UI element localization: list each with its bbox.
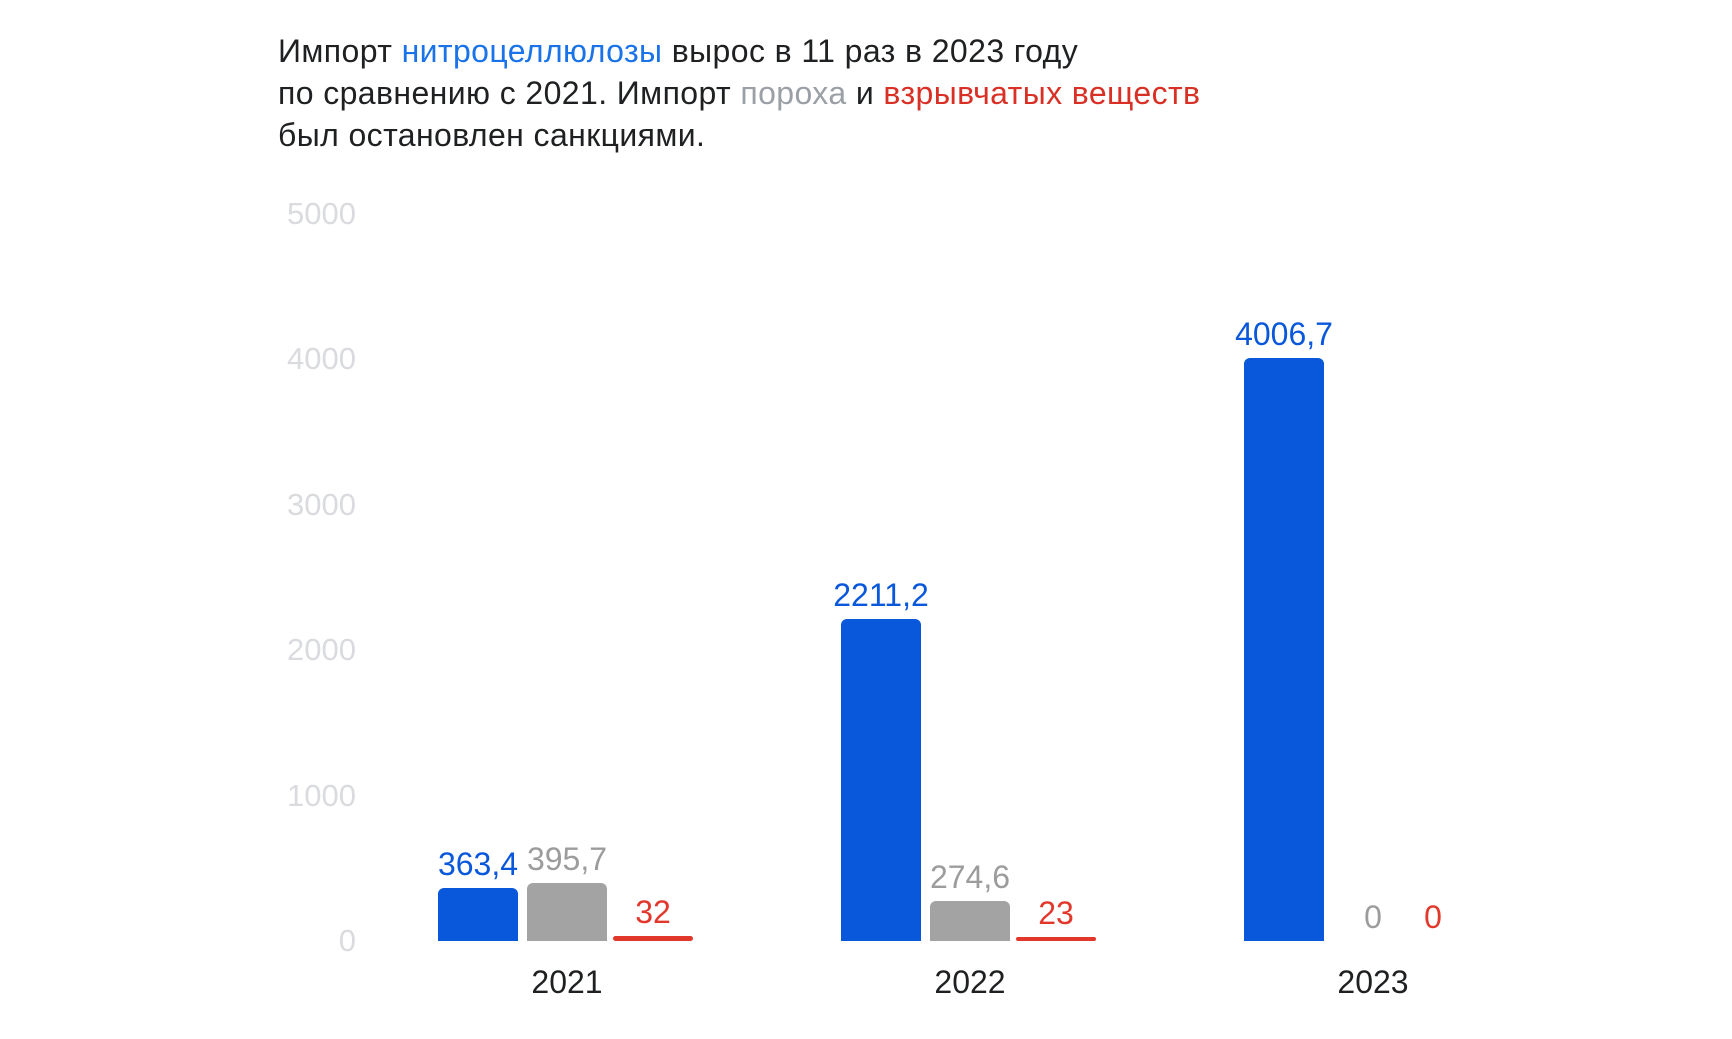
value-label-nitrocellulose-2021: 363,4: [437, 846, 519, 883]
title-segment-blue: нитроцеллюлозы: [401, 33, 663, 69]
bar-nitrocellulose-2023: [1244, 358, 1324, 941]
y-axis-tick-4000: 4000: [287, 341, 356, 376]
value-label-explosives-2023: 0: [1424, 899, 1442, 935]
title-segment-default: и: [846, 75, 884, 111]
value-label-nitrocellulose-2022: 2211,2: [833, 577, 929, 614]
x-axis-label-2021: 2021: [531, 964, 603, 1000]
y-axis-tick-1000: 1000: [287, 777, 356, 813]
chart-title: Импорт нитроцеллюлозы вырос в 11 раз в 2…: [278, 30, 1378, 156]
bar-nitrocellulose-2022: [841, 619, 921, 941]
title-segment-default: по сравнению с 2021. Импорт: [278, 75, 741, 111]
value-label-explosives-2021: 32: [635, 894, 671, 931]
y-axis-tick-0: 0: [338, 923, 356, 958]
title-segment-default: был остановлен санкциями.: [278, 117, 706, 153]
value-label-gunpowder-2022: 274,6: [929, 859, 1011, 896]
y-axis-tick-3000: 3000: [287, 486, 356, 522]
value-label-nitrocellulose-2023: 4006,7: [1235, 316, 1333, 353]
bar-nitrocellulose-2021: [438, 888, 518, 941]
x-axis-label-2022: 2022: [934, 964, 1006, 1000]
bar-explosives-2022: [1016, 937, 1096, 941]
bar-gunpowder-2022: [930, 901, 1010, 941]
title-segment-default: Импорт: [278, 33, 402, 69]
title-line-3: был остановлен санкциями.: [278, 114, 1378, 156]
title-segment-gray: пороха: [740, 75, 847, 111]
y-axis-tick-5000: 5000: [287, 195, 356, 231]
title-segment-default: вырос в 11 раз в 2023 году: [662, 33, 1079, 69]
title-line-1: Импорт нитроцеллюлозы вырос в 11 раз в 2…: [278, 30, 1378, 72]
title-line-2: по сравнению с 2021. Импорт пороха и взр…: [278, 72, 1378, 114]
bar-gunpowder-2021: [527, 883, 607, 941]
y-axis-tick-2000: 2000: [287, 632, 356, 667]
bar-explosives-2021: [613, 936, 693, 941]
value-label-gunpowder-2021: 395,7: [526, 841, 608, 878]
value-label-explosives-2022: 23: [1038, 895, 1074, 931]
value-label-gunpowder-2023: 0: [1364, 899, 1382, 935]
x-axis-label-2023: 2023: [1337, 964, 1409, 1000]
title-segment-red: взрывчатых веществ: [883, 75, 1201, 111]
